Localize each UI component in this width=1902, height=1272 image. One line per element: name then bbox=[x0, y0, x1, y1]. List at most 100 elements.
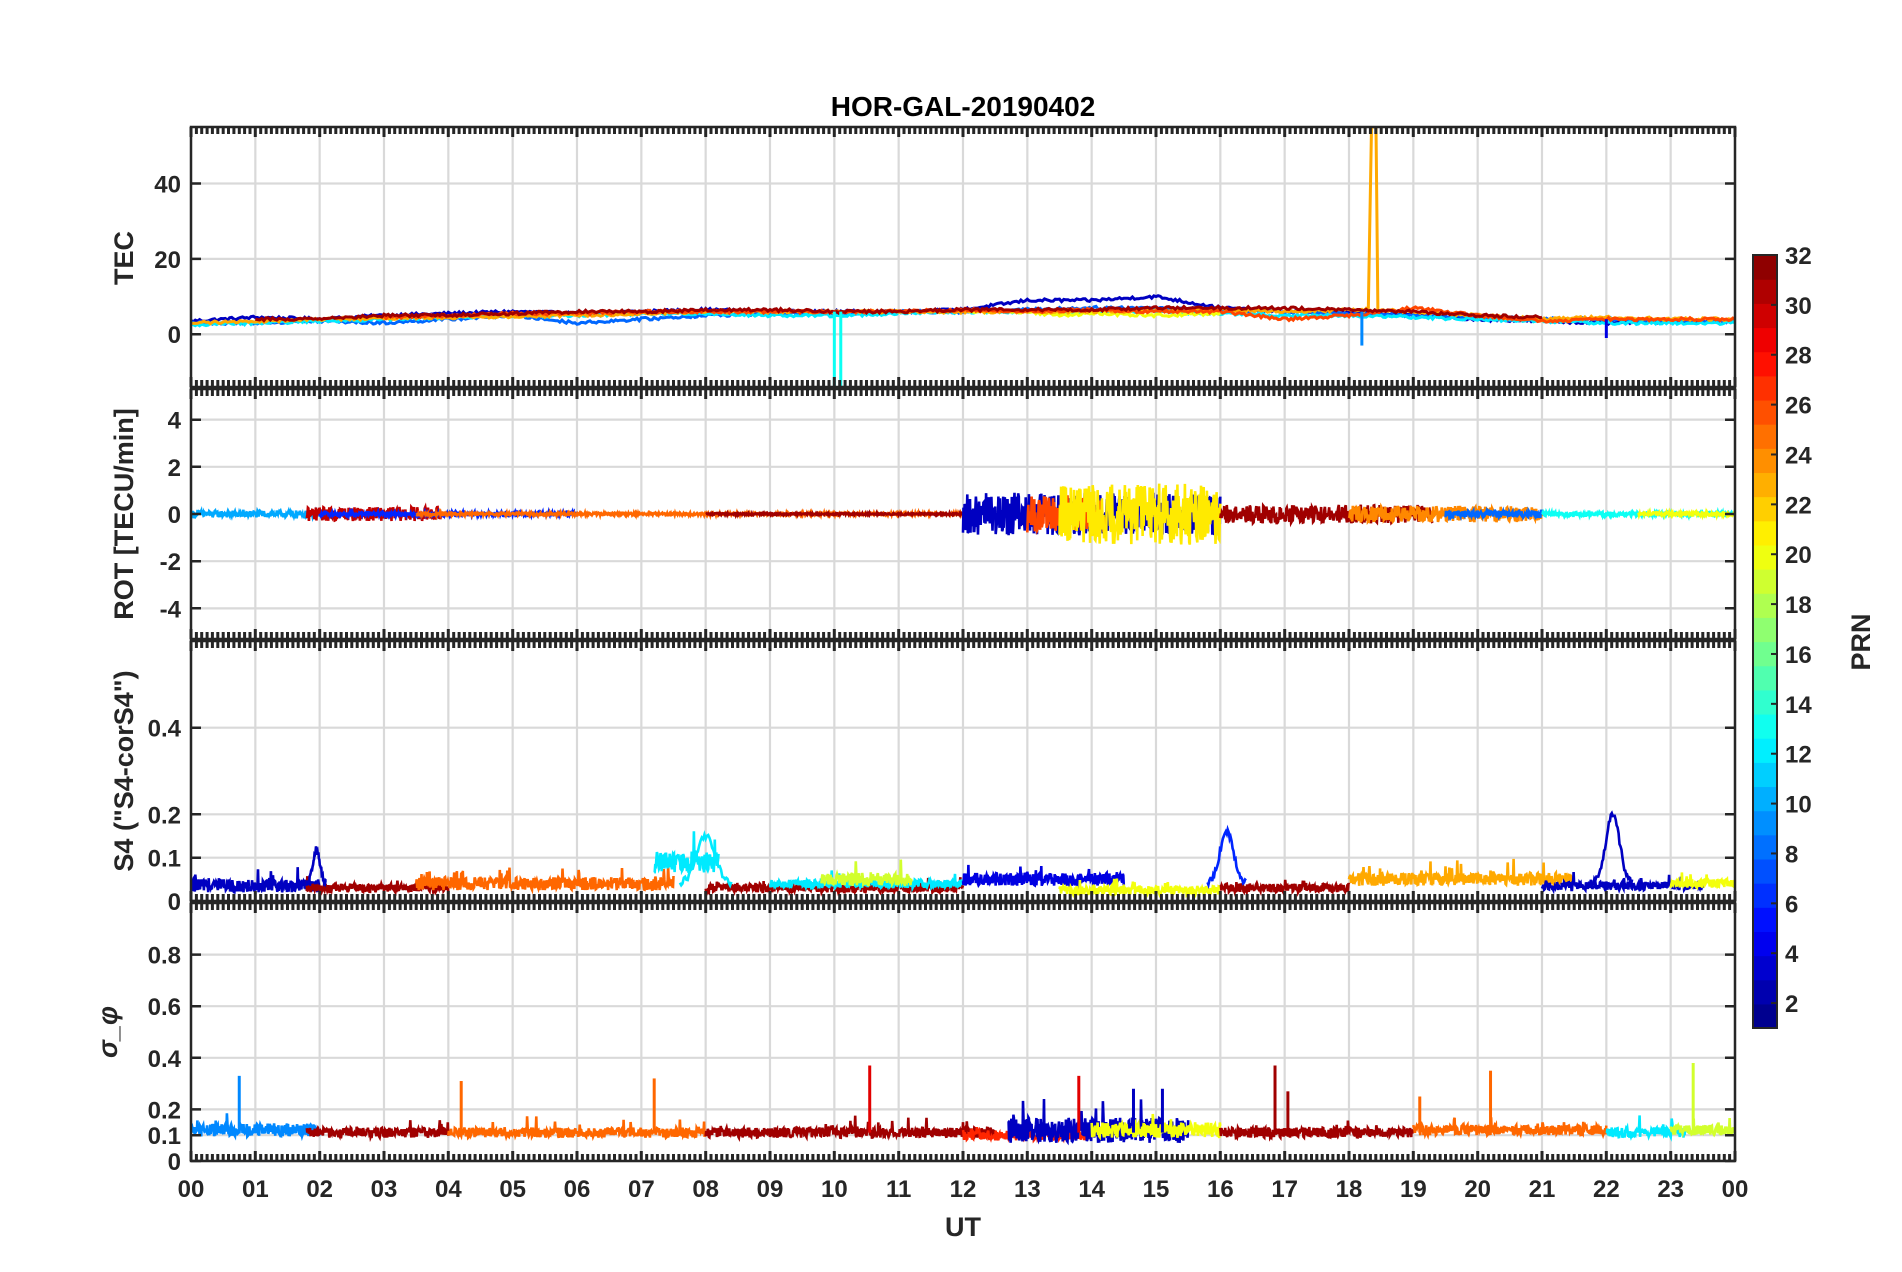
s4-series-line bbox=[1347, 858, 1576, 891]
sigma-phi-y-ticks: 00.10.2 0.4 0.6 0.8 bbox=[148, 943, 182, 1176]
rot-y-ticks: -4 -2 0 2 4 bbox=[160, 408, 182, 624]
colorbar-cell bbox=[1753, 955, 1777, 981]
rot-series-line bbox=[1058, 483, 1222, 545]
s4-series-line bbox=[1058, 878, 1222, 899]
y-tick-label: 0.4 bbox=[148, 716, 182, 743]
s4-series-line bbox=[961, 864, 1126, 891]
s4-series-line bbox=[305, 876, 450, 897]
x-tick-label: 18 bbox=[1336, 1176, 1363, 1203]
y-tick-label: 0 bbox=[168, 502, 181, 529]
colorbar-cell bbox=[1753, 569, 1777, 594]
colorbar-cell bbox=[1753, 1003, 1777, 1029]
sigma-phi-series bbox=[191, 1062, 1735, 1146]
sigma_phi-series-line bbox=[1007, 1098, 1190, 1146]
x-tick-label: 04 bbox=[435, 1176, 462, 1203]
colorbar-cell bbox=[1753, 520, 1777, 546]
colorbar-cell bbox=[1753, 810, 1777, 836]
s4-series-line bbox=[1669, 872, 1735, 891]
colorbar-frame bbox=[1752, 254, 1778, 1029]
x-tick-label: 01 bbox=[242, 1176, 269, 1203]
colorbar-cell bbox=[1753, 979, 1777, 1005]
sigma_phi-series-line bbox=[191, 1113, 321, 1142]
x-tick-label: 07 bbox=[628, 1176, 655, 1203]
x-tick-label: 13 bbox=[1014, 1176, 1041, 1203]
sigma-phi-frame bbox=[189, 901, 1737, 1163]
x-tick-label: 09 bbox=[757, 1176, 784, 1203]
y-tick-label: -2 bbox=[160, 549, 181, 576]
s4-bump-line bbox=[305, 846, 327, 888]
rot-series-line bbox=[1637, 507, 1735, 521]
y-tick-label: 40 bbox=[154, 172, 181, 199]
y-tick-label: 0 bbox=[168, 889, 181, 916]
colorbar-cell bbox=[1753, 375, 1777, 401]
y-tick-label: 0.6 bbox=[148, 994, 181, 1021]
colorbar-cell bbox=[1753, 665, 1777, 691]
s4-bump-line bbox=[678, 830, 733, 889]
x-tick-label: 02 bbox=[306, 1176, 333, 1203]
colorbar-tick-label: 22 bbox=[1785, 492, 1812, 519]
s4-ylabel: S4 ("S4-corS4") bbox=[109, 670, 139, 871]
rot-frame bbox=[189, 387, 1737, 641]
colorbar-cell bbox=[1753, 738, 1777, 763]
x-tick-label: 08 bbox=[692, 1176, 719, 1203]
panel-rot: -4 -2 0 2 4 ROT [TECU/min] bbox=[109, 387, 1737, 641]
colorbar-tick-label: 4 bbox=[1785, 941, 1799, 968]
x-axis-label: UT bbox=[945, 1212, 981, 1242]
tec-frame bbox=[189, 125, 1737, 389]
y-tick-label: 20 bbox=[154, 247, 181, 274]
panel-s4: 0 0.1 0.2 0.4 S4 ("S4-corS4") bbox=[109, 639, 1737, 916]
y-tick-label: 0.2 bbox=[148, 802, 181, 829]
colorbar-tick-label: 12 bbox=[1785, 742, 1812, 769]
colorbar-cell bbox=[1753, 931, 1777, 957]
rot-y-tick-marks bbox=[191, 418, 1735, 610]
rot-series-line bbox=[705, 508, 965, 520]
colorbar-tick-label: 30 bbox=[1785, 293, 1812, 320]
y-tick-label: 4 bbox=[168, 408, 182, 435]
x-tick-label: 15 bbox=[1143, 1176, 1170, 1203]
rot-series-line bbox=[1444, 506, 1544, 522]
y-tick-label: 0 bbox=[168, 1149, 181, 1176]
sigma_phi-series-line bbox=[1669, 1117, 1735, 1139]
colorbar-cell bbox=[1753, 279, 1777, 304]
sigma_phi-minor-ticks bbox=[189, 903, 1737, 1161]
y-tick-label: 0.1 bbox=[148, 846, 181, 873]
colorbar-tick-label: 20 bbox=[1785, 542, 1812, 569]
tec-series bbox=[191, 127, 1735, 387]
x-tick-label: 21 bbox=[1529, 1176, 1556, 1203]
colorbar-label: PRN bbox=[1846, 613, 1876, 670]
y-tick-label: 0.8 bbox=[148, 943, 181, 970]
x-tick-label: 10 bbox=[821, 1176, 848, 1203]
x-tick-label: 23 bbox=[1657, 1176, 1684, 1203]
colorbar-tick-label: 18 bbox=[1785, 592, 1812, 619]
s4-y-tick-marks bbox=[191, 726, 1735, 903]
colorbar-cell bbox=[1753, 786, 1777, 812]
colorbar-cells bbox=[1753, 255, 1777, 1029]
s4-bump-line bbox=[1592, 810, 1634, 886]
s4-series bbox=[191, 810, 1735, 899]
colorbar-tick-label: 2 bbox=[1785, 991, 1798, 1018]
x-tick-label: 22 bbox=[1593, 1176, 1620, 1203]
s4-series-line bbox=[414, 866, 675, 895]
x-tick-label: 11 bbox=[886, 1176, 911, 1203]
x-tick-label: 16 bbox=[1207, 1176, 1234, 1203]
colorbar-cell bbox=[1753, 858, 1777, 884]
colorbar-cell bbox=[1753, 255, 1777, 280]
y-tick-label: 2 bbox=[168, 455, 181, 482]
colorbar-tick-label: 6 bbox=[1785, 891, 1798, 918]
sigma-phi-ylabel: σ_φ bbox=[93, 1006, 123, 1058]
s4-series-line bbox=[653, 831, 720, 876]
x-tick-label: 00 bbox=[1722, 1176, 1749, 1203]
s4-series-line bbox=[1219, 879, 1351, 898]
x-tick-label: 00 bbox=[178, 1176, 205, 1203]
x-tick-label: 12 bbox=[950, 1176, 977, 1203]
s4-series-line bbox=[191, 867, 321, 895]
colorbar-cell bbox=[1753, 327, 1777, 353]
rot-minor-ticks bbox=[189, 389, 1737, 639]
y-tick-label: 0.4 bbox=[148, 1046, 182, 1073]
sigma_phi-y-tick-marks bbox=[191, 953, 1735, 1163]
colorbar-cell bbox=[1753, 593, 1777, 618]
tec-grid bbox=[189, 127, 1737, 387]
